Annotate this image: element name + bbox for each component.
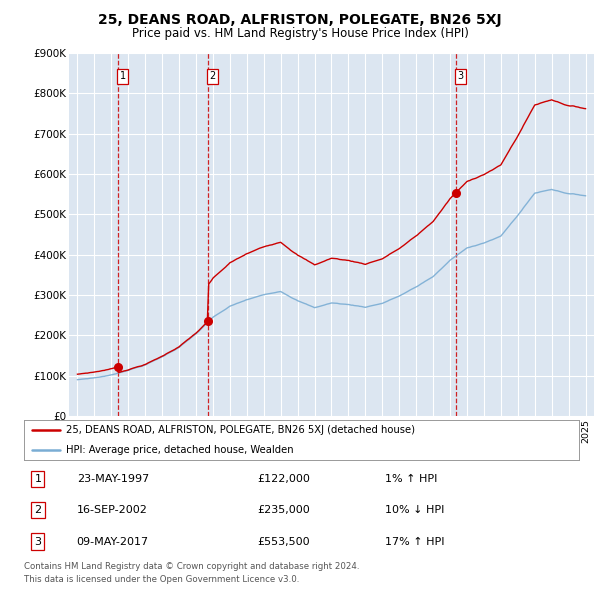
Text: HPI: Average price, detached house, Wealden: HPI: Average price, detached house, Weal… xyxy=(65,445,293,455)
Text: 1% ↑ HPI: 1% ↑ HPI xyxy=(385,474,437,484)
Text: 25, DEANS ROAD, ALFRISTON, POLEGATE, BN26 5XJ: 25, DEANS ROAD, ALFRISTON, POLEGATE, BN2… xyxy=(98,13,502,27)
Text: 2: 2 xyxy=(34,506,41,515)
Text: 23-MAY-1997: 23-MAY-1997 xyxy=(77,474,149,484)
Text: £235,000: £235,000 xyxy=(257,506,310,515)
Text: £553,500: £553,500 xyxy=(257,536,310,546)
Text: £122,000: £122,000 xyxy=(257,474,310,484)
Text: 16-SEP-2002: 16-SEP-2002 xyxy=(77,506,148,515)
Text: 10% ↓ HPI: 10% ↓ HPI xyxy=(385,506,444,515)
Text: 09-MAY-2017: 09-MAY-2017 xyxy=(77,536,149,546)
Text: 3: 3 xyxy=(458,71,464,81)
Text: 25, DEANS ROAD, ALFRISTON, POLEGATE, BN26 5XJ (detached house): 25, DEANS ROAD, ALFRISTON, POLEGATE, BN2… xyxy=(65,425,415,435)
Text: Price paid vs. HM Land Registry's House Price Index (HPI): Price paid vs. HM Land Registry's House … xyxy=(131,27,469,40)
Text: 1: 1 xyxy=(119,71,125,81)
Text: 2: 2 xyxy=(210,71,216,81)
Text: 3: 3 xyxy=(34,536,41,546)
Text: Contains HM Land Registry data © Crown copyright and database right 2024.: Contains HM Land Registry data © Crown c… xyxy=(24,562,359,571)
Text: This data is licensed under the Open Government Licence v3.0.: This data is licensed under the Open Gov… xyxy=(24,575,299,584)
Text: 1: 1 xyxy=(34,474,41,484)
Text: 17% ↑ HPI: 17% ↑ HPI xyxy=(385,536,444,546)
